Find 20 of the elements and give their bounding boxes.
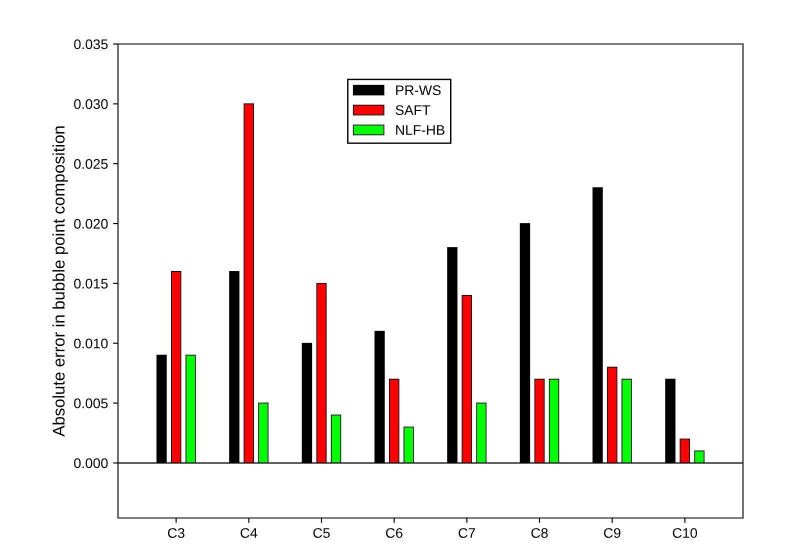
legend-label: PR-WS	[396, 85, 441, 96]
y-tick-label: 0.035	[74, 39, 108, 50]
y-tick-label: 0.000	[74, 458, 108, 468]
y-tick-label: 0.025	[74, 159, 108, 169]
y-tick-label: 0.030	[74, 99, 108, 110]
x-tick-label: C7	[458, 528, 476, 538]
y-tick-label: 0.020	[74, 218, 108, 229]
y-tick-label: 0.015	[74, 278, 108, 289]
x-tick-label: C5	[313, 528, 330, 538]
x-tick-label: C4	[240, 528, 258, 538]
y-tick-label: 0.005	[74, 398, 108, 408]
legend-label: SAFT	[396, 105, 430, 116]
y-tick-label: 0.010	[74, 338, 108, 348]
x-tick-label: C8	[531, 528, 548, 538]
legend-label: NLF-HB	[396, 125, 444, 135]
x-tick-label: C6	[386, 528, 402, 538]
x-tick-label: C9	[604, 528, 620, 538]
x-tick-label: C3	[168, 528, 184, 538]
x-tick-label: C10	[672, 528, 698, 538]
y-axis-title: Absolute error in bubble point composition	[52, 126, 68, 437]
